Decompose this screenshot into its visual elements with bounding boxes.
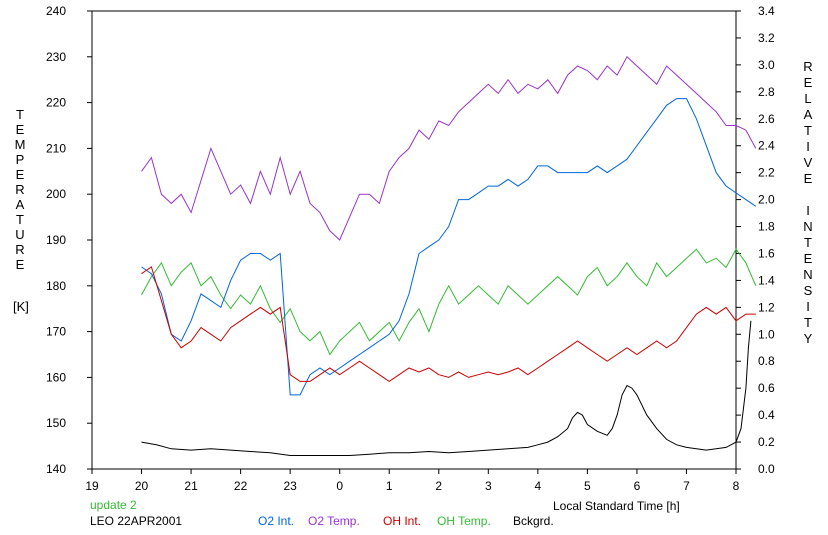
y-left-tick-label: 210 (46, 141, 66, 155)
x-tick-label: 8 (733, 479, 740, 493)
axis-label-letter: E (804, 171, 813, 186)
y-left-tick-label: 150 (46, 416, 66, 430)
axis-label-letter: N (803, 267, 812, 282)
axis-label-letter: P (16, 152, 25, 167)
y-right-tick-label: 0.0 (758, 462, 775, 476)
y-left-tick-label: 190 (46, 233, 66, 247)
axis-label-letter: E (16, 257, 25, 272)
x-tick-label: 7 (683, 479, 690, 493)
update-note: update 2 (90, 498, 137, 512)
axis-label-letter: V (804, 155, 813, 170)
y-left-tick-label: 230 (46, 50, 66, 64)
y-right-tick-label: 0.6 (758, 381, 775, 395)
y-right-tick-label: 0.2 (758, 435, 775, 449)
x-axis-label: Local Standard Time [h] (553, 499, 680, 513)
y-right-tick-label: 1.0 (758, 327, 775, 341)
y-right-tick-label: 3.0 (758, 58, 775, 72)
axis-label-letter: R (803, 59, 812, 74)
y-left-tick-label: 180 (46, 279, 66, 293)
axis-label-letter: T (804, 235, 812, 250)
series-line-oh-temp (141, 248, 757, 356)
axis-label-letter: E (16, 122, 25, 137)
y-left-tick-label: 160 (46, 370, 66, 384)
y-right-tick-label: 2.6 (758, 112, 775, 126)
axis-label-letter: S (804, 283, 813, 298)
series-line-bckgrd (141, 320, 752, 456)
axis-label-letter: L (804, 91, 811, 106)
axis-label-letter: R (15, 182, 24, 197)
x-tick-label: 4 (535, 479, 542, 493)
axis-label-letter: I (806, 139, 810, 154)
y-right-tick-label: 1.6 (758, 246, 775, 260)
y-right-tick-label: 2.8 (758, 85, 775, 99)
axis-label-letter: R (15, 242, 24, 257)
y-axis-right: 0.0 0.2 0.4 0.6 0.8 1.0 1.2 1.4 1.6 1.8 2.0 2.2 2.4 2… (736, 4, 775, 476)
axis-label-letter: E (16, 167, 25, 182)
plot-area (91, 10, 737, 470)
y-right-tick-label: 3.2 (758, 31, 775, 45)
y-left-tick-label: 170 (46, 325, 66, 339)
axis-label-letter: M (15, 137, 26, 152)
y-right-tick-label: 1.4 (758, 273, 775, 287)
x-tick-label: 5 (584, 479, 591, 493)
axis-label-letter: E (804, 75, 813, 90)
y-right-tick-label: 3.4 (758, 4, 775, 18)
axis-label-letter: Y (804, 331, 813, 346)
series-line-o2-int (141, 98, 757, 396)
axis-label-letter: T (804, 123, 812, 138)
x-tick-label: 2 (435, 479, 442, 493)
x-tick-label: 19 (85, 479, 99, 493)
y-left-tick-label: 240 (46, 4, 66, 18)
x-tick-label: 22 (234, 479, 248, 493)
axis-label-letter: I (806, 299, 810, 314)
y-right-tick-label: 2.2 (758, 166, 775, 180)
x-axis: 19 20 21 22 23 0 1 2 3 4 5 6 7 8 (85, 469, 740, 493)
station-date: LEO 22APR2001 (90, 514, 182, 528)
y-left-tick-label: 140 (46, 462, 66, 476)
x-tick-label: 1 (386, 479, 393, 493)
legend-entry: O2 Int. (258, 514, 294, 528)
y-left-tick-label: 220 (46, 96, 66, 110)
legend-entry: Bckgrd. (513, 514, 554, 528)
legend-entry: OH Int. (383, 514, 421, 528)
y-axis-left: 140 150 160 170 180 190 200 210 220 230 240 (46, 4, 92, 476)
y-right-tick-label: 0.8 (758, 354, 775, 368)
series-line-o2-temp (141, 55, 757, 241)
axis-label-letter: A (804, 107, 813, 122)
legend-entry: O2 Temp. (308, 514, 360, 528)
x-tick-label: 23 (283, 479, 297, 493)
y-right-tick-label: 2.4 (758, 139, 775, 153)
x-tick-label: 3 (485, 479, 492, 493)
x-tick-label: 20 (135, 479, 149, 493)
y-right-tick-label: 0.4 (758, 408, 775, 422)
series-layer (141, 55, 757, 456)
axis-label-letter: T (16, 212, 24, 227)
plot-frame (91, 10, 737, 470)
legend: O2 Int. O2 Temp. OH Int. OH Temp. Bckgrd. (258, 514, 554, 528)
axis-label-letter: T (16, 107, 24, 122)
y-left-tick-label: 200 (46, 187, 66, 201)
axis-label-letter: T (804, 315, 812, 330)
y-right-tick-label: 1.2 (758, 300, 775, 314)
y-right-tick-label: 1.8 (758, 220, 775, 234)
axis-label-letter: E (804, 251, 813, 266)
axis-label-letter: N (803, 219, 812, 234)
legend-entry: OH Temp. (437, 514, 491, 528)
x-tick-label: 0 (336, 479, 343, 493)
y-right-tick-label: 2.0 (758, 193, 775, 207)
axis-label-letter: U (15, 227, 24, 242)
axis-label-letter: A (16, 197, 25, 212)
x-tick-label: 21 (184, 479, 198, 493)
axis-label-letter: I (806, 203, 810, 218)
x-tick-label: 6 (634, 479, 641, 493)
y-axis-left-unit: [K] (13, 299, 29, 314)
series-line-oh-int (141, 266, 756, 383)
